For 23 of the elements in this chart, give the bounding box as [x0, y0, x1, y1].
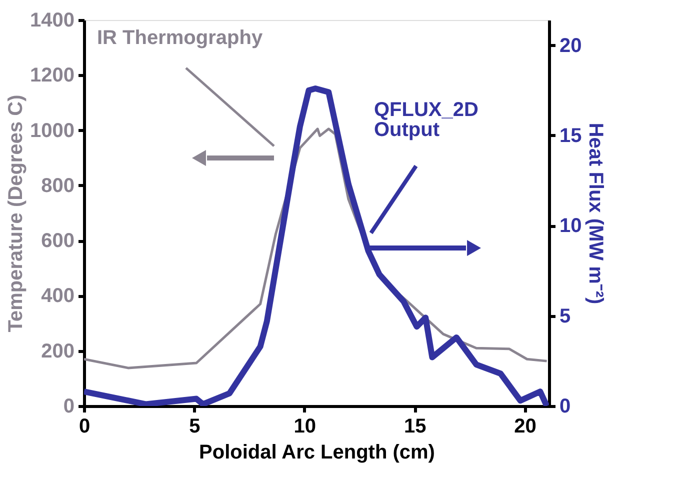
y-tick-label: 200: [41, 340, 74, 362]
y2-tick-label: 0: [560, 396, 571, 418]
x-tick-label: 10: [294, 416, 316, 438]
y-tick-label: 1200: [30, 64, 74, 87]
y-tick-label: 400: [41, 285, 74, 308]
text: IR Thermography: [97, 27, 264, 49]
x-tick-label: 15: [404, 416, 426, 438]
y2-tick-label: 15: [560, 124, 582, 147]
x-axis-title: Poloidal Arc Length (cm): [199, 442, 435, 464]
y2-tick-label: 5: [560, 305, 571, 328]
y2-tick-label: 20: [560, 34, 582, 57]
y-tick-label: 1400: [30, 10, 74, 32]
y-tick-label: 800: [41, 174, 74, 197]
y-tick-label: 1000: [30, 120, 74, 142]
x-tick-label: 0: [78, 416, 90, 438]
x-tick-label: 5: [189, 416, 200, 438]
y2-tick-label: 10: [560, 215, 582, 238]
y-axis-title: Temperature (Degrees C): [5, 94, 28, 332]
y2-axis-title: Heat Flux (MW m⁻²): [584, 122, 607, 304]
series-label: QFLUX_2D Output: [374, 99, 478, 141]
x-tick-label: 20: [514, 416, 536, 438]
y-tick-label: 600: [41, 230, 74, 252]
y-tick-label: 0: [63, 396, 74, 418]
